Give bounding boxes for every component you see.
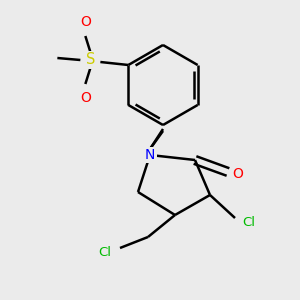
Text: O: O bbox=[80, 91, 91, 105]
Text: N: N bbox=[145, 148, 155, 162]
Text: O: O bbox=[80, 15, 91, 29]
Text: Cl: Cl bbox=[98, 245, 112, 259]
Text: S: S bbox=[86, 52, 95, 68]
Text: O: O bbox=[232, 167, 243, 181]
Text: Cl: Cl bbox=[242, 215, 256, 229]
